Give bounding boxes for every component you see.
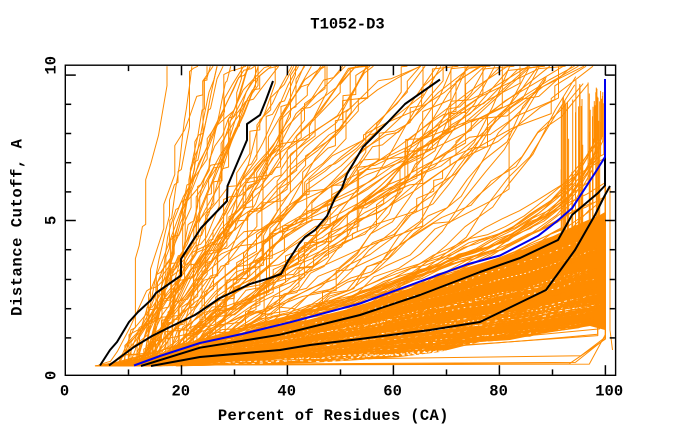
svg-text:0: 0 [43, 371, 61, 380]
svg-text:Percent of Residues (CA): Percent of Residues (CA) [218, 407, 449, 425]
svg-text:60: 60 [383, 382, 402, 400]
svg-text:40: 40 [277, 382, 296, 400]
svg-text:5: 5 [43, 216, 61, 225]
svg-text:0: 0 [60, 382, 69, 400]
svg-text:80: 80 [489, 382, 508, 400]
svg-text:Distance Cutoff, A: Distance Cutoff, A [8, 138, 26, 315]
svg-text:20: 20 [171, 382, 190, 400]
svg-text:10: 10 [43, 56, 61, 75]
svg-text:100: 100 [595, 382, 623, 400]
svg-text:T1052-D3: T1052-D3 [310, 16, 384, 34]
